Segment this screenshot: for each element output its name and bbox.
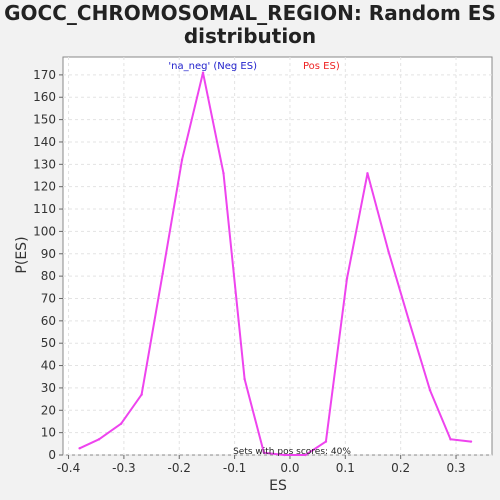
data-point (387, 250, 390, 253)
y-tick-label: 90 (41, 247, 56, 261)
x-tick-label: -0.3 (112, 461, 135, 475)
legend-pos-label: Pos ES) (303, 61, 340, 72)
chart-title-line2: distribution (184, 24, 316, 48)
y-tick-label: 0 (48, 448, 56, 462)
legend-neg-label: 'na_neg' (Neg ES) (168, 61, 257, 72)
x-tick-label: 0.1 (336, 461, 355, 475)
y-tick-label: 140 (33, 135, 56, 149)
x-axis-label: ES (269, 478, 287, 494)
data-point (243, 377, 246, 381)
data-point (345, 277, 349, 280)
data-point (449, 438, 452, 441)
series-lines (78, 71, 473, 457)
x-tick-label: 0.3 (446, 461, 465, 475)
y-tick-label: 150 (33, 113, 56, 127)
data-point (222, 172, 225, 175)
y-tick-label: 100 (33, 224, 56, 238)
y-tick-label: 40 (41, 359, 56, 373)
y-tick-label: 160 (33, 90, 56, 104)
x-tick-label: -0.1 (223, 461, 246, 475)
x-tick-label: -0.2 (168, 461, 191, 475)
data-point (366, 172, 369, 175)
y-tick-label: 60 (41, 314, 56, 328)
y-tick-label: 170 (33, 68, 56, 82)
y-tick-label: 10 (41, 426, 56, 440)
pos-scores-annotation: Sets with pos scores: 40% (233, 447, 351, 457)
data-point (78, 447, 81, 450)
data-point (140, 393, 143, 396)
data-point (161, 272, 164, 276)
data-point (304, 453, 307, 457)
series-line (79, 71, 472, 456)
data-point (428, 388, 432, 392)
data-point (262, 451, 266, 454)
y-tick-label: 30 (41, 381, 56, 395)
data-point (283, 453, 286, 457)
data-point (324, 440, 328, 443)
y-tick-label: 120 (33, 180, 56, 194)
data-point (180, 158, 184, 162)
y-tick-label: 80 (41, 269, 56, 283)
y-tick-label: 50 (41, 336, 56, 350)
y-axis-label: P(ES) (14, 236, 30, 273)
y-tick-label: 130 (33, 157, 56, 171)
data-point (97, 438, 101, 441)
data-point (119, 422, 123, 425)
chart-title-line1: GOCC_CHROMOSOMAL_REGION: Random ES (4, 1, 496, 25)
gridlines (63, 57, 492, 456)
y-tick-label: 110 (33, 202, 56, 216)
y-tick-label: 70 (41, 291, 56, 305)
data-point (469, 440, 473, 443)
plot-area (62, 56, 493, 456)
legend: 'na_neg' (Neg ES) Pos ES) (168, 61, 339, 72)
y-tick-label: 20 (41, 403, 56, 417)
x-tick-label: -0.4 (57, 461, 80, 475)
data-point (407, 319, 411, 323)
data-point (201, 71, 205, 74)
x-tick-label: 0.0 (280, 461, 299, 475)
axes: 0 10 20 30 40 50 60 70 80 90 100 110 120 130 140 150 160… (33, 68, 465, 475)
x-tick-label: 0.2 (391, 461, 410, 475)
